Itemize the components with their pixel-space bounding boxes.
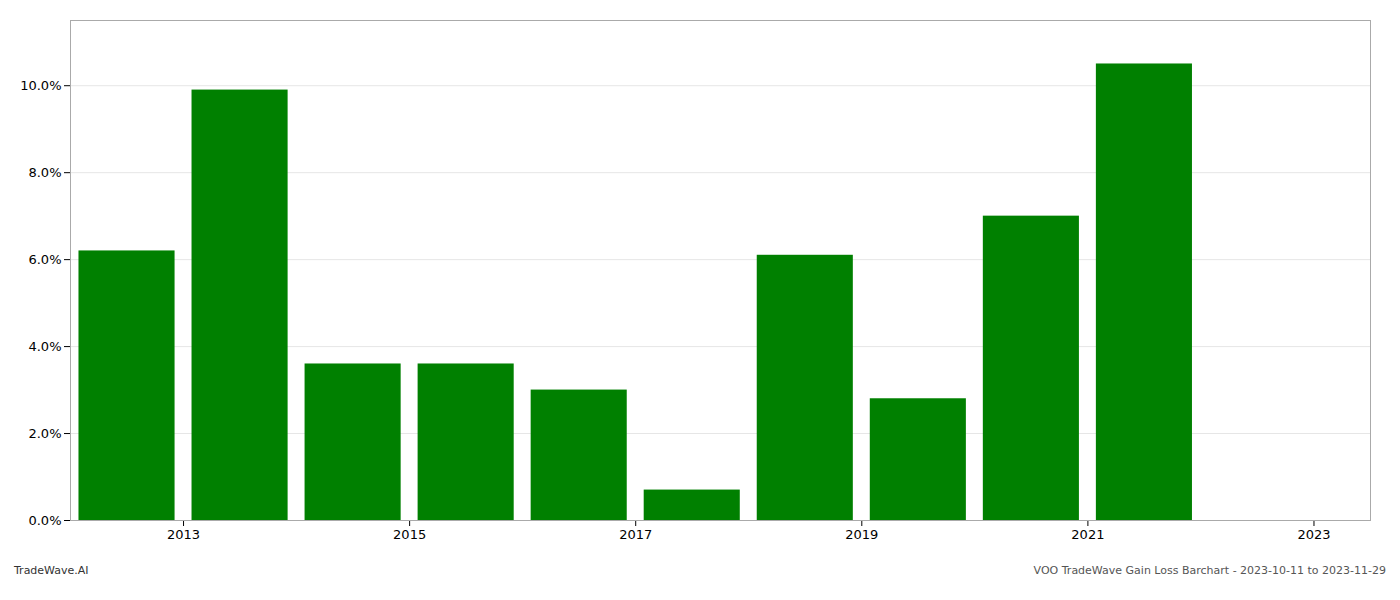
svg-text:2021: 2021 (1071, 527, 1104, 542)
svg-text:2013: 2013 (167, 527, 200, 542)
svg-text:2023: 2023 (1297, 527, 1330, 542)
svg-text:10.0%: 10.0% (20, 78, 61, 93)
svg-text:4.0%: 4.0% (28, 339, 61, 354)
svg-text:2019: 2019 (845, 527, 878, 542)
html-text:TradeWave.AI: TradeWave.AI (14, 564, 89, 577)
svg-text:2015: 2015 (393, 527, 426, 542)
html-text:VOO TradeWave Gain Loss Barcha: VOO TradeWave Gain Loss Barchart - 2023-… (1033, 564, 1386, 577)
svg-text:2.0%: 2.0% (28, 426, 61, 441)
svg-text:8.0%: 8.0% (28, 165, 61, 180)
svg-text:0.0%: 0.0% (28, 513, 61, 528)
svg-text:2017: 2017 (619, 527, 652, 542)
svg-text:6.0%: 6.0% (28, 252, 61, 267)
